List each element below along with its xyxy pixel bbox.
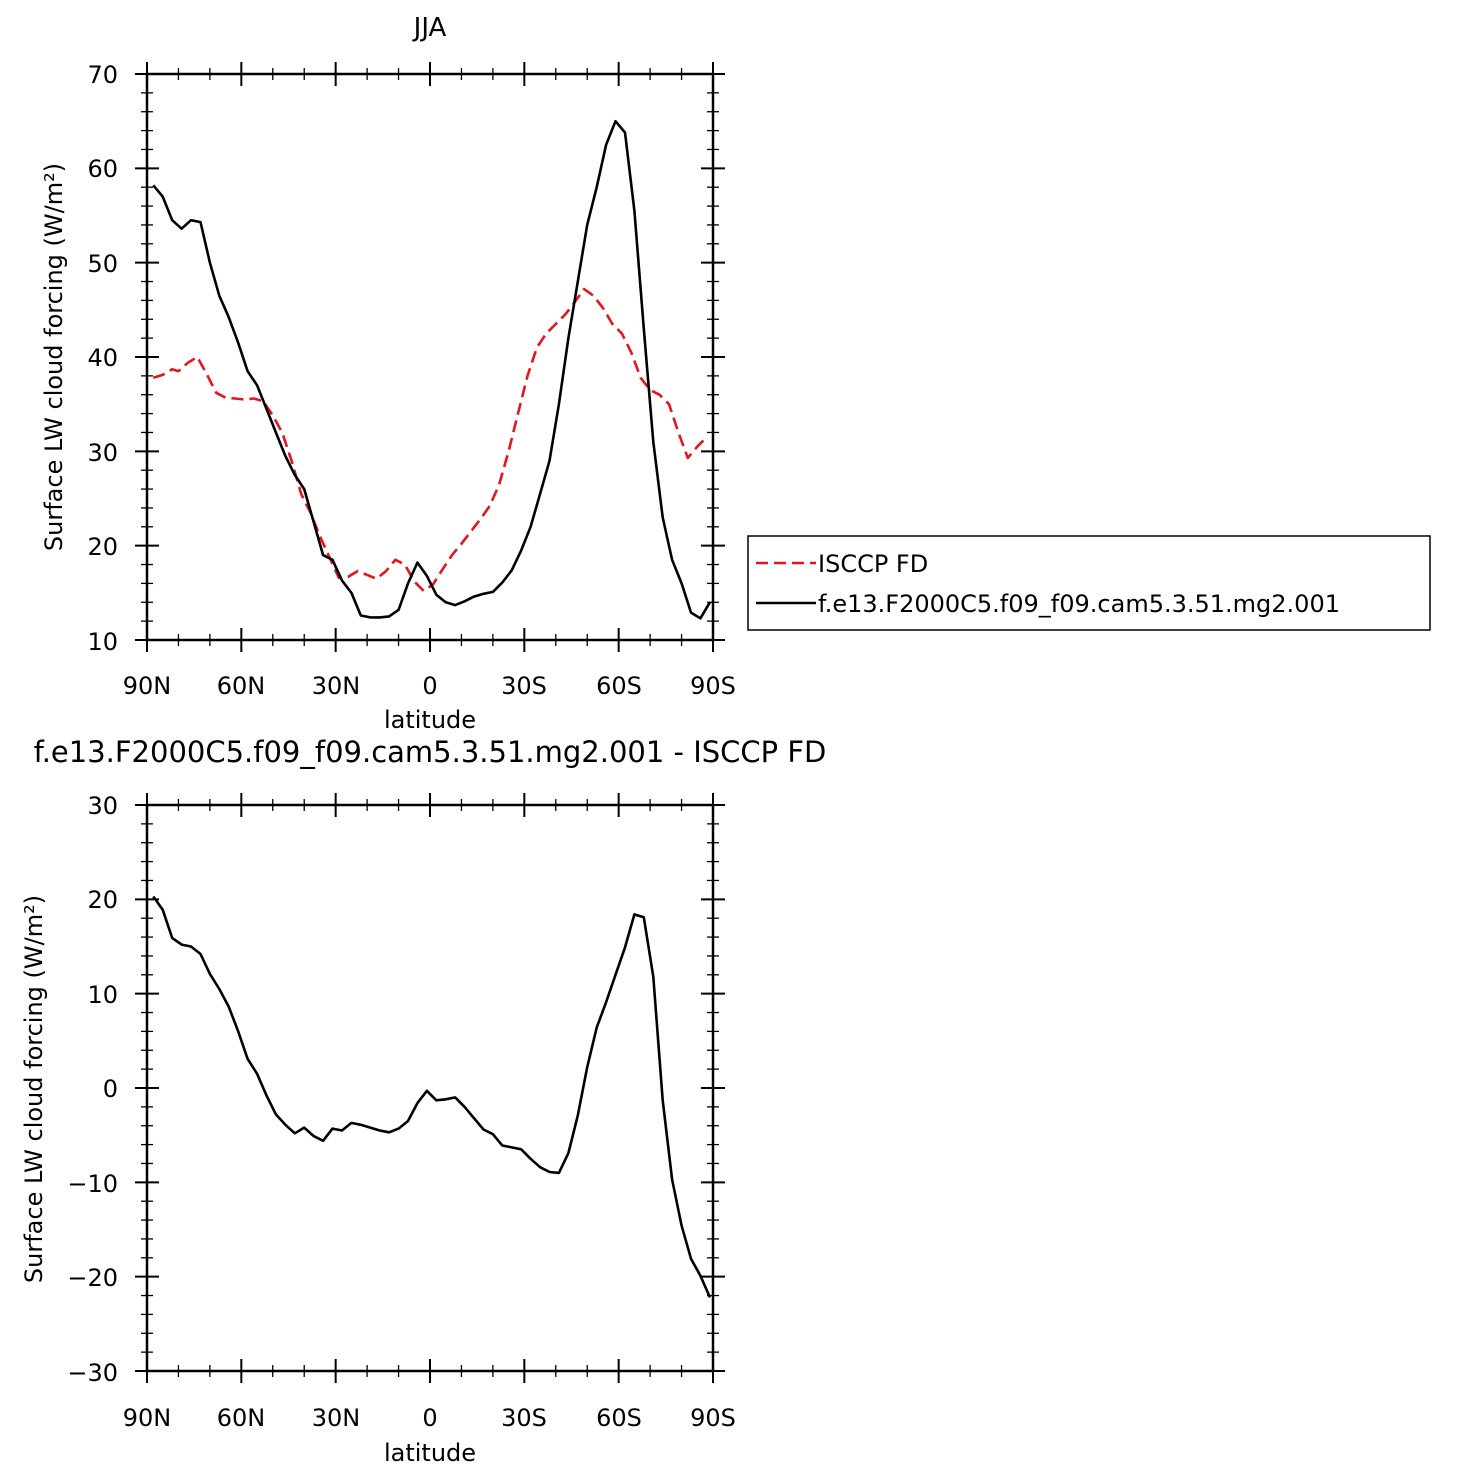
bottom-panel: f.e13.F2000C5.f09_f09.cam5.3.51.mg2.001 … xyxy=(20,735,826,1467)
x-tick-label: 60N xyxy=(217,672,266,700)
y-tick-label: −30 xyxy=(67,1359,118,1387)
legend-label-isccp: ISCCP FD xyxy=(818,550,928,578)
y-tick-label: 20 xyxy=(87,886,118,914)
bottom-panel-x-axis-label: latitude xyxy=(384,1439,476,1467)
x-tick-label: 90N xyxy=(123,672,172,700)
series-line-model xyxy=(152,895,712,1298)
x-tick-label: 0 xyxy=(422,672,437,700)
x-tick-label: 30N xyxy=(312,1404,361,1432)
top-panel-x-tick-labels: 90N 60N 30N 0 30S 60S 90S xyxy=(123,672,736,700)
bottom-panel-ticks xyxy=(135,793,725,1383)
top-panel-series xyxy=(152,119,712,620)
top-panel-title: JJA xyxy=(412,13,447,43)
y-tick-label: 20 xyxy=(87,533,118,561)
x-tick-label: 90S xyxy=(690,672,736,700)
series-line-isccp xyxy=(152,287,708,593)
bottom-panel-title: f.e13.F2000C5.f09_f09.cam5.3.51.mg2.001 … xyxy=(34,735,827,769)
x-tick-label: 90S xyxy=(690,1404,736,1432)
bottom-panel-y-axis-label: Surface LW cloud forcing (W/m²) xyxy=(20,895,48,1283)
x-tick-label: 60S xyxy=(596,1404,642,1432)
y-tick-label: 50 xyxy=(87,250,118,278)
y-tick-label: 10 xyxy=(87,628,118,656)
top-panel-x-axis-label: latitude xyxy=(384,706,476,734)
y-tick-label: −10 xyxy=(67,1170,118,1198)
bottom-panel-x-tick-labels: 90N 60N 30N 0 30S 60S 90S xyxy=(123,1404,736,1432)
x-tick-label: 30S xyxy=(501,672,547,700)
y-tick-label: 30 xyxy=(87,792,118,820)
legend-label-model: f.e13.F2000C5.f09_f09.cam5.3.51.mg2.001 xyxy=(818,590,1340,618)
legend-box xyxy=(747,535,1431,631)
top-panel-y-axis-label: Surface LW cloud forcing (W/m²) xyxy=(40,163,68,551)
bottom-panel-series xyxy=(152,895,712,1298)
y-tick-label: 70 xyxy=(87,61,118,89)
y-tick-label: −20 xyxy=(67,1264,118,1292)
top-panel-y-tick-labels: 10 20 30 40 50 60 70 xyxy=(87,61,118,656)
top-panel: JJA Surface LW cloud forcing (W/m²) lati… xyxy=(40,13,1431,734)
x-tick-label: 60N xyxy=(217,1404,266,1432)
y-tick-label: 40 xyxy=(87,344,118,372)
y-tick-label: 30 xyxy=(87,439,118,467)
y-tick-label: 10 xyxy=(87,981,118,1009)
top-panel-ticks xyxy=(135,62,725,652)
series-line-model xyxy=(152,119,712,620)
x-tick-label: 0 xyxy=(422,1404,437,1432)
top-panel-frame xyxy=(145,72,715,642)
x-tick-label: 90N xyxy=(123,1404,172,1432)
bottom-panel-frame xyxy=(145,803,715,1373)
x-tick-label: 60S xyxy=(596,672,642,700)
legend: ISCCP FD f.e13.F2000C5.f09_f09.cam5.3.51… xyxy=(747,535,1431,631)
x-tick-label: 30S xyxy=(501,1404,547,1432)
y-tick-label: 60 xyxy=(87,155,118,183)
bottom-panel-y-tick-labels: −30 −20 −10 0 10 20 30 xyxy=(67,792,118,1387)
x-tick-label: 30N xyxy=(312,672,361,700)
y-tick-label: 0 xyxy=(103,1075,118,1103)
